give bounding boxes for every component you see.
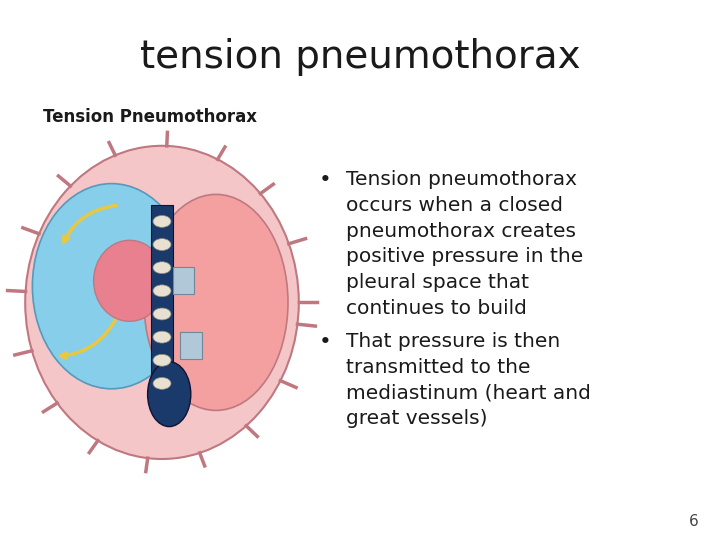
Text: tension pneumothorax: tension pneumothorax xyxy=(140,38,580,76)
Text: 6: 6 xyxy=(688,514,698,529)
Ellipse shape xyxy=(148,362,191,427)
Ellipse shape xyxy=(153,262,171,274)
Text: •: • xyxy=(318,332,331,352)
Ellipse shape xyxy=(153,354,171,366)
Ellipse shape xyxy=(32,184,191,389)
Ellipse shape xyxy=(153,377,171,389)
Text: Tension pneumothorax
occurs when a closed
pneumothorax creates
positive pressure: Tension pneumothorax occurs when a close… xyxy=(346,170,583,318)
Ellipse shape xyxy=(153,239,171,251)
Ellipse shape xyxy=(153,215,171,227)
Text: •: • xyxy=(318,170,331,190)
Ellipse shape xyxy=(153,308,171,320)
Ellipse shape xyxy=(153,285,171,297)
Text: That pressure is then
transmitted to the
mediastinum (heart and
great vessels): That pressure is then transmitted to the… xyxy=(346,332,590,428)
Ellipse shape xyxy=(25,146,299,459)
Ellipse shape xyxy=(94,240,166,321)
Ellipse shape xyxy=(144,194,288,410)
Bar xyxy=(151,205,173,400)
Bar xyxy=(173,267,194,294)
Text: Tension Pneumothorax: Tension Pneumothorax xyxy=(43,108,257,126)
Ellipse shape xyxy=(153,331,171,343)
Bar xyxy=(180,332,202,359)
